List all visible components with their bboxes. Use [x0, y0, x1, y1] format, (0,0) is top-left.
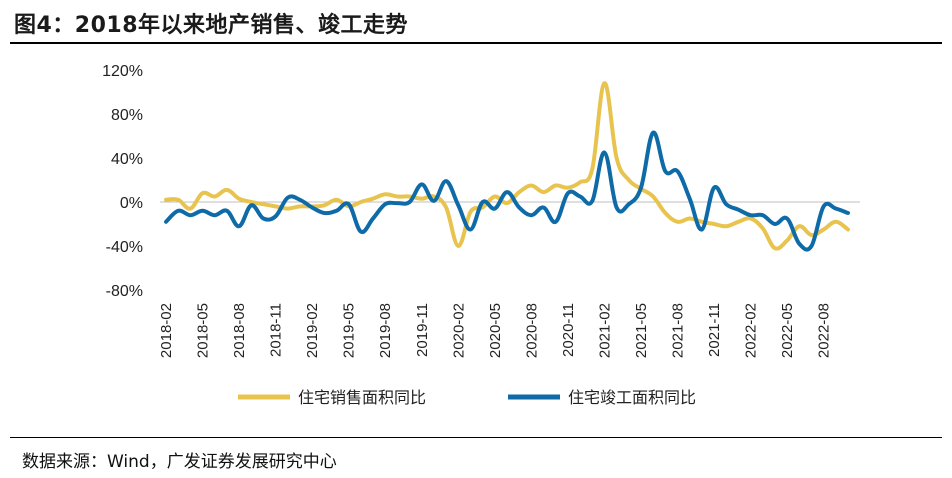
y-tick-label: -80% — [106, 283, 143, 300]
y-tick-label: 80% — [111, 107, 143, 124]
x-tick-label: 2020-05 — [487, 303, 504, 358]
y-tick-label: 120% — [102, 63, 143, 80]
x-tick-label: 2022-05 — [779, 303, 796, 358]
y-axis-ticks: 120% 80% 40% 0% -40% -80% — [102, 63, 143, 300]
x-tick-label: 2019-05 — [341, 303, 358, 358]
x-tick-label: 2020-08 — [523, 303, 540, 358]
x-tick-label: 2018-05 — [195, 303, 212, 358]
legend-label-completion: 住宅竣工面积同比 — [568, 388, 696, 407]
x-tick-label: 2021-02 — [596, 303, 613, 358]
chart-title: 图4：2018年以来地产销售、竣工走势 — [14, 13, 409, 38]
series-line-sales — [164, 81, 850, 251]
x-tick-label: 2021-05 — [633, 303, 650, 358]
legend: 住宅销售面积同比 住宅竣工面积同比 — [238, 388, 696, 407]
x-tick-label: 2020-02 — [450, 303, 467, 358]
x-tick-label: 2022-02 — [743, 303, 760, 358]
x-tick-label: 2019-08 — [377, 303, 394, 358]
top-rule — [10, 42, 942, 44]
bottom-rule — [10, 437, 942, 438]
x-tick-label: 2022-08 — [816, 303, 833, 358]
series-layer — [164, 81, 850, 252]
x-tick-label: 2020-11 — [560, 303, 577, 357]
y-tick-label: 0% — [120, 195, 143, 212]
x-tick-label: 2019-02 — [304, 303, 321, 358]
x-tick-label: 2018-08 — [231, 303, 248, 358]
x-tick-label: 2018-11 — [268, 303, 285, 357]
source-note: 数据来源：Wind，广发证券发展研究中心 — [22, 452, 337, 472]
legend-label-sales: 住宅销售面积同比 — [298, 388, 426, 407]
series-line-completion — [164, 130, 850, 252]
x-tick-label: 2021-08 — [670, 303, 687, 358]
x-tick-label: 2019-11 — [414, 303, 431, 357]
x-axis-ticks: 2018-02 2018-05 2018-08 2018-11 2019-02 2019-… — [158, 303, 833, 358]
y-tick-label: -40% — [106, 239, 143, 256]
x-tick-label: 2018-02 — [158, 303, 175, 358]
x-tick-label: 2021-11 — [706, 303, 723, 357]
y-tick-label: 40% — [111, 151, 143, 168]
